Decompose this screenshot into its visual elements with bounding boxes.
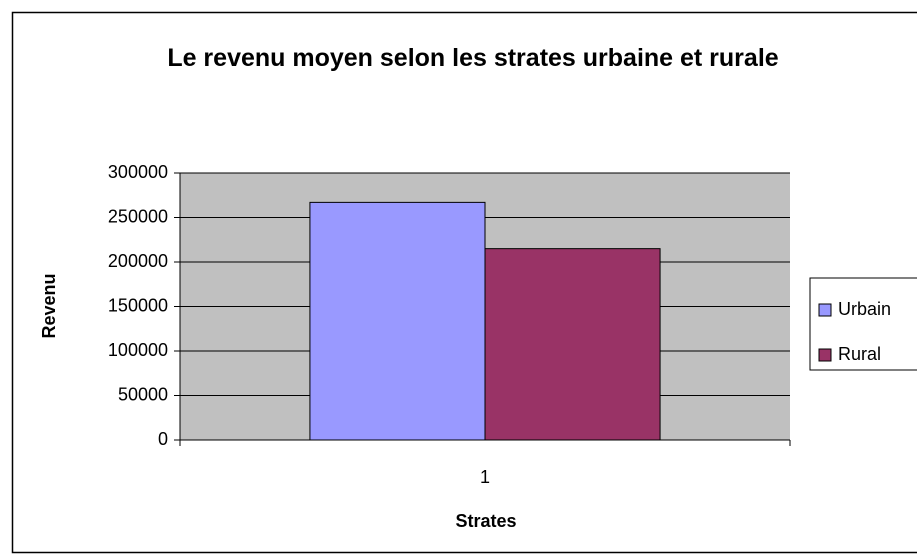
y-tick-label: 150000	[108, 295, 168, 315]
y-axis-label: Revenu	[39, 273, 59, 338]
y-tick-label: 200000	[108, 251, 168, 271]
bar	[484, 248, 661, 441]
legend-swatch	[818, 303, 832, 317]
y-tick-label: 100000	[108, 340, 168, 360]
y-tick-label: 300000	[108, 162, 168, 182]
legend-swatch	[818, 348, 832, 362]
y-tick-label: 250000	[108, 206, 168, 226]
legend-label: Urbain	[838, 299, 891, 319]
legend-label: Rural	[838, 344, 881, 364]
chart-title: Le revenu moyen selon les strates urbain…	[167, 44, 779, 72]
x-tick-label: 1	[480, 467, 490, 487]
y-tick-label: 50000	[118, 384, 168, 404]
x-axis-label: Strates	[455, 511, 516, 531]
bar	[309, 201, 486, 441]
y-tick-label: 0	[158, 429, 168, 449]
